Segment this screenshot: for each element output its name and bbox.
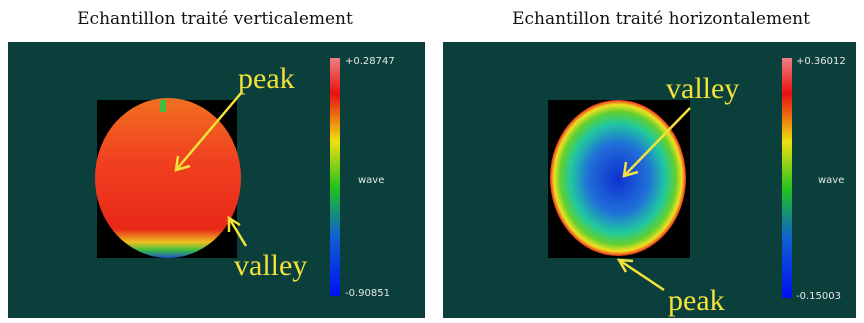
map-spot: [160, 100, 166, 112]
surface-map: [550, 100, 686, 256]
arrow-head: [227, 215, 241, 232]
annotation: peak: [238, 62, 295, 95]
colorbar-min: -0.15003: [796, 291, 841, 302]
arrow: [623, 107, 691, 177]
colorbar-max: +0.36012: [796, 56, 846, 67]
arrow-head: [616, 258, 634, 273]
arrow: [175, 91, 243, 171]
colorbar: [782, 58, 792, 298]
surface-map: [95, 98, 241, 258]
colorbar-unit: wave: [818, 175, 844, 186]
annotation: valley: [234, 249, 307, 282]
panel-title: Echantillon traité verticalement: [77, 9, 353, 29]
colorbar-min: -0.90851: [345, 288, 390, 299]
arrow-head: [174, 155, 191, 172]
arrow: [227, 217, 248, 247]
colorbar-unit: wave: [358, 175, 384, 186]
annotation: peak: [668, 284, 725, 317]
colorbar: [330, 58, 340, 296]
arrow-head: [622, 161, 639, 178]
colorbar-max: +0.28747: [345, 56, 395, 67]
annotation: valley: [666, 72, 739, 105]
panel-title: Echantillon traité horizontalement: [512, 9, 810, 29]
arrow: [618, 258, 665, 292]
